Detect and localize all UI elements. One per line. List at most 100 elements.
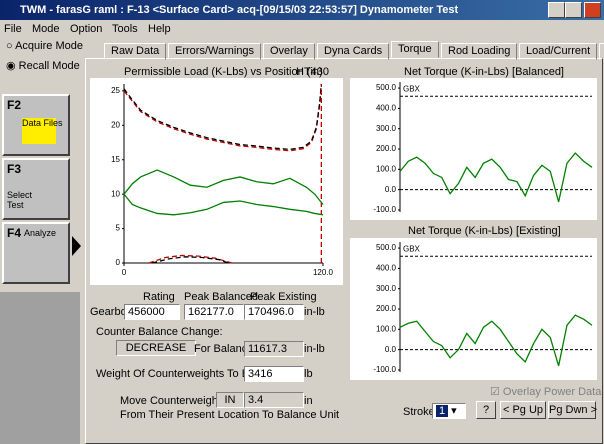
tab[interactable]: Raw Data (104, 43, 167, 60)
y-tick-label: 500.0 (376, 243, 397, 252)
y-tick-label: 0 (116, 258, 121, 267)
key: F3 (7, 162, 22, 176)
maximize[interactable] (565, 2, 582, 18)
y-tick-label: 25 (111, 86, 120, 95)
chart-title: Net Torque (K-in-Lbs) [Balanced] (404, 66, 564, 78)
unit: in-lb (304, 306, 325, 318)
tab[interactable]: Rod Loading (441, 43, 518, 60)
button[interactable]: < Pg Up (500, 401, 546, 419)
header: Peak Balanced (184, 291, 258, 303)
minimize[interactable] (548, 2, 565, 18)
y-tick-label: 10 (111, 189, 120, 198)
label: Move Counterweights (120, 395, 227, 407)
label: Stroke (403, 406, 435, 418)
field: 3.4 (244, 392, 304, 408)
menu-item[interactable]: Help (148, 23, 171, 35)
x-tick-label: 120.0 (313, 268, 334, 277)
side-fill (0, 292, 80, 444)
unit: in (304, 395, 313, 407)
label: Analyze (24, 228, 57, 238)
series-line (148, 254, 232, 264)
series-line (399, 314, 593, 367)
chart-title: Permissible Load (K-Lbs) vs Position (in… (124, 66, 323, 78)
label: Data Files (22, 118, 63, 144)
button[interactable]: ? (476, 401, 496, 419)
chart: 0 5 10 15 20 25 0 120.0 (90, 78, 343, 285)
label: Select Test (7, 190, 33, 210)
label: Counter Balance Change: (96, 326, 223, 338)
title-bar: TWM - farasG raml : F-13 <Surface Card> … (0, 0, 604, 20)
note: From Their Present Location To Balance U… (120, 409, 340, 421)
y-tick-label: -100.0 (373, 365, 396, 374)
y-tick-label: 20 (111, 120, 120, 129)
y-tick-label: 300.0 (376, 124, 397, 133)
reference-label: GBX (403, 244, 421, 253)
checkbox[interactable]: ☑ Overlay Power Data (490, 386, 602, 398)
button[interactable]: Pg Dwn > (548, 401, 597, 419)
header: Peak Existing (250, 291, 317, 303)
y-tick-label: 5 (116, 224, 121, 233)
label: For Balance (194, 343, 254, 355)
chart-title: Net Torque (K-in-Lbs) [Existing] (408, 225, 561, 237)
y-tick-label: 100.0 (376, 164, 397, 173)
field: 162177.0 (184, 304, 244, 320)
field: 11617.3 (244, 341, 304, 357)
window-title: TWM - farasG raml : F-13 <Surface Card> … (20, 4, 459, 16)
menu-item[interactable]: Tools (112, 23, 138, 35)
y-tick-label: 15 (111, 155, 120, 164)
field: DECREASE (116, 340, 196, 356)
tab[interactable]: Errors/Warnings (168, 43, 262, 60)
side-button[interactable]: F4 Analyze (2, 222, 70, 284)
radio-label: Acquire Mode (15, 40, 83, 52)
y-tick-label: 200.0 (376, 304, 397, 313)
checkbox-label: Overlay Power Data (502, 386, 602, 398)
label: Weight Of Counterweights To Be Moved (96, 368, 292, 380)
menu-item[interactable]: Mode (32, 23, 60, 35)
series-line (152, 256, 229, 264)
close[interactable] (584, 2, 601, 18)
chart-unit: HT430 (296, 66, 330, 78)
dropdown[interactable]: 1 ▾ (432, 403, 466, 419)
series-line (123, 83, 322, 151)
y-tick-label: 0.0 (385, 185, 397, 194)
x-tick-label: 0 (122, 268, 127, 277)
y-tick-label: 300.0 (376, 284, 397, 293)
row-label: Gearbox (90, 306, 133, 318)
y-tick-label: 0.0 (385, 345, 397, 354)
menu-item[interactable]: Option (70, 23, 103, 35)
field: 170496.0 (244, 304, 304, 320)
chart: -100.0 0.0 100.0 200.0 300.0 400.0 500.0 GBX (350, 238, 597, 380)
series-line (123, 193, 324, 216)
field: 456000 (124, 304, 180, 320)
tab[interactable]: Torque (391, 41, 439, 58)
y-tick-label: 400.0 (376, 104, 397, 113)
field[interactable]: 3416 (244, 366, 304, 382)
y-tick-label: 400.0 (376, 264, 397, 273)
side-button[interactable]: F2 Data Files (2, 94, 70, 156)
dropdown-value: 1 (436, 405, 449, 417)
series-line (123, 169, 324, 205)
tab[interactable]: Dyna Cards (317, 43, 390, 60)
series-line (399, 152, 593, 203)
side-button[interactable]: F3 Select Test (2, 158, 70, 220)
y-tick-label: 100.0 (376, 324, 397, 333)
chart: -100.0 0.0 100.0 200.0 300.0 400.0 500.0 GBX (350, 78, 597, 220)
arrow (72, 236, 81, 256)
menu-item[interactable]: File (4, 23, 22, 35)
y-tick-label: -100.0 (373, 205, 396, 214)
key: F4 (7, 226, 22, 240)
unit: in-lb (304, 343, 325, 355)
radio-recall[interactable]: ◉ Recall Mode (6, 60, 80, 72)
header: Rating (143, 291, 175, 303)
tab[interactable]: Load/Current (519, 43, 598, 60)
radio-acquire[interactable]: ○ Acquire Mode (6, 40, 83, 52)
radio-label: Recall Mode (18, 60, 80, 72)
tab[interactable]: Overlay (263, 43, 315, 60)
key: F2 (7, 98, 22, 112)
y-tick-label: 500.0 (376, 83, 397, 92)
unit: lb (304, 368, 313, 380)
field: IN (216, 392, 244, 408)
reference-label: GBX (403, 84, 421, 93)
tab[interactable]: Analy (599, 43, 604, 60)
